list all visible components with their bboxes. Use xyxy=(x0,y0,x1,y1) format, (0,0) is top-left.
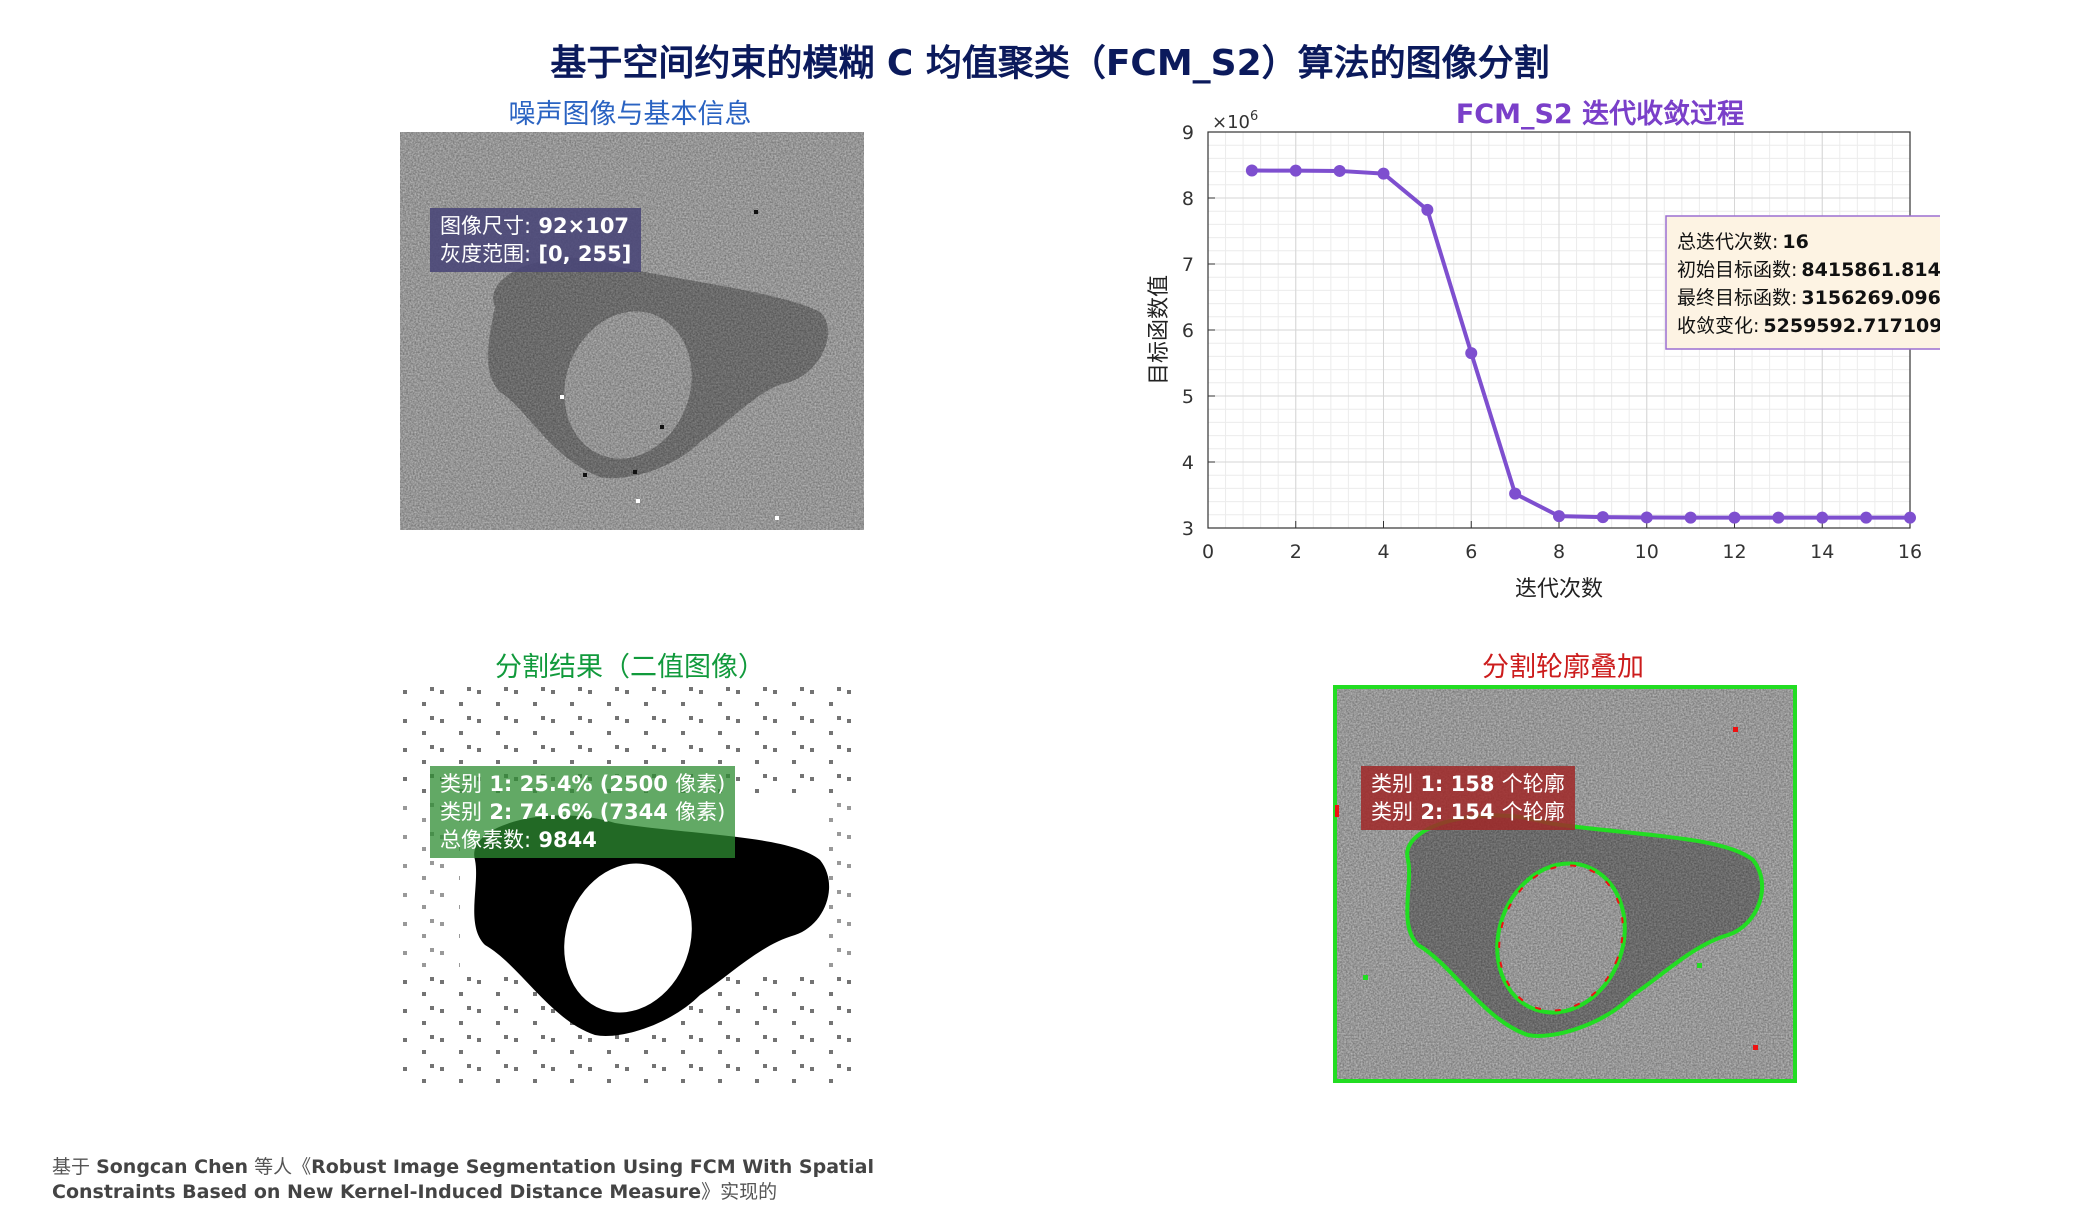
noisy-image xyxy=(400,132,864,530)
contour-overlay-image xyxy=(1333,685,1797,1083)
data-point xyxy=(1509,487,1522,500)
x-tick-label: 16 xyxy=(1898,541,1922,563)
info-line: 类别 2: 154 个轮廓 xyxy=(1371,800,1565,824)
data-point xyxy=(1377,167,1390,180)
x-tick-label: 0 xyxy=(1202,541,1214,563)
series xyxy=(1245,164,1916,524)
binary-segmentation-image xyxy=(400,685,864,1083)
x-tick-label: 12 xyxy=(1722,541,1746,563)
footer-citation: 基于 Songcan Chen 等人《Robust Image Segmenta… xyxy=(52,1156,874,1203)
y-tick-label: 6 xyxy=(1182,320,1194,342)
data-point xyxy=(1816,511,1829,524)
segmentation-info-box: 类别 1: 25.4% (2500 像素) 类别 2: 74.6% (7344 … xyxy=(430,766,736,858)
y-tick-label: 5 xyxy=(1182,386,1194,408)
y-tick-label: 3 xyxy=(1182,518,1194,540)
data-point xyxy=(1289,164,1302,177)
info-line: 灰度范围: [0, 255] xyxy=(440,242,632,266)
data-point xyxy=(1333,164,1346,177)
noise-pixel xyxy=(560,395,564,399)
data-point xyxy=(1904,511,1916,524)
noise-pixel xyxy=(754,210,758,214)
x-tick-label: 8 xyxy=(1553,541,1565,563)
annotation-line: 初始目标函数: 8415861.8146 xyxy=(1677,259,1940,281)
noise-pixel xyxy=(636,499,640,503)
info-line: 类别 1: 158 个轮廓 xyxy=(1371,772,1565,796)
data-point xyxy=(1772,511,1785,524)
convergence-annotation: 总迭代次数: 16 初始目标函数: 8415861.8146 最终目标函数: 3156… xyxy=(1665,215,1940,350)
convergence-chart: 0 2 4 6 8 10 12 14 16 3 4 5 6 7 8 9 ×106 迭代次数 目标函数值 总迭… xyxy=(1147,110,1940,602)
y-tick-label: 7 xyxy=(1182,254,1194,276)
x-tick-label: 6 xyxy=(1465,541,1477,563)
overlay-title: 分割轮廓叠加 xyxy=(1482,652,1644,683)
x-tick-label: 10 xyxy=(1635,541,1659,563)
data-point xyxy=(1640,511,1653,524)
x-axis-label: 迭代次数 xyxy=(1515,577,1603,602)
annotation-line: 收敛变化: 5259592.717109 xyxy=(1677,315,1940,337)
annotation-line: 最终目标函数: 3156269.0969 xyxy=(1677,287,1940,309)
noise-pixel xyxy=(660,425,664,429)
info-line: 总像素数: 9844 xyxy=(440,828,597,852)
data-point xyxy=(1596,511,1609,524)
y-tick-label: 4 xyxy=(1182,452,1194,474)
x-axis: 0 2 4 6 8 10 12 14 16 xyxy=(1202,521,1922,563)
data-point xyxy=(1860,511,1873,524)
data-point xyxy=(1421,203,1434,216)
x-tick-label: 4 xyxy=(1377,541,1389,563)
noise-pixel xyxy=(583,473,587,477)
data-point xyxy=(1728,511,1741,524)
x-tick-label: 14 xyxy=(1810,541,1834,563)
y-tick-label: 8 xyxy=(1182,188,1194,210)
y-axis: 3 4 5 6 7 8 9 xyxy=(1182,122,1215,540)
y-tick-label: 9 xyxy=(1182,122,1194,144)
info-line: 类别 1: 25.4% (2500 像素) xyxy=(440,772,726,796)
y-axis-label: 目标函数值 xyxy=(1147,275,1172,385)
annotation-line: 总迭代次数: 16 xyxy=(1677,231,1809,253)
page-title: 基于空间约束的模糊 C 均值聚类（FCM_S2）算法的图像分割 xyxy=(550,43,1550,84)
noise-pixel xyxy=(633,470,637,474)
info-line: 图像尺寸: 92×107 xyxy=(440,214,630,238)
data-point xyxy=(1245,164,1258,177)
noisy-image-title: 噪声图像与基本信息 xyxy=(508,99,752,130)
info-line: 类别 2: 74.6% (7344 像素) xyxy=(440,800,726,824)
image-info-box: 图像尺寸: 92×107 灰度范围: [0, 255] xyxy=(430,208,642,272)
chart-title: FCM_S2 迭代收敛过程 xyxy=(1455,99,1745,130)
x-tick-label: 2 xyxy=(1290,541,1302,563)
segmentation-title: 分割结果（二值图像） xyxy=(495,652,765,683)
series-line xyxy=(1251,168,1910,520)
data-point xyxy=(1684,511,1697,524)
overlay-info-box: 类别 1: 158 个轮廓 类别 2: 154 个轮廓 xyxy=(1361,766,1575,830)
data-point xyxy=(1465,347,1478,360)
data-point xyxy=(1553,510,1565,523)
y-exponent-label: ×106 xyxy=(1212,110,1258,133)
noise-pixel xyxy=(775,516,779,520)
